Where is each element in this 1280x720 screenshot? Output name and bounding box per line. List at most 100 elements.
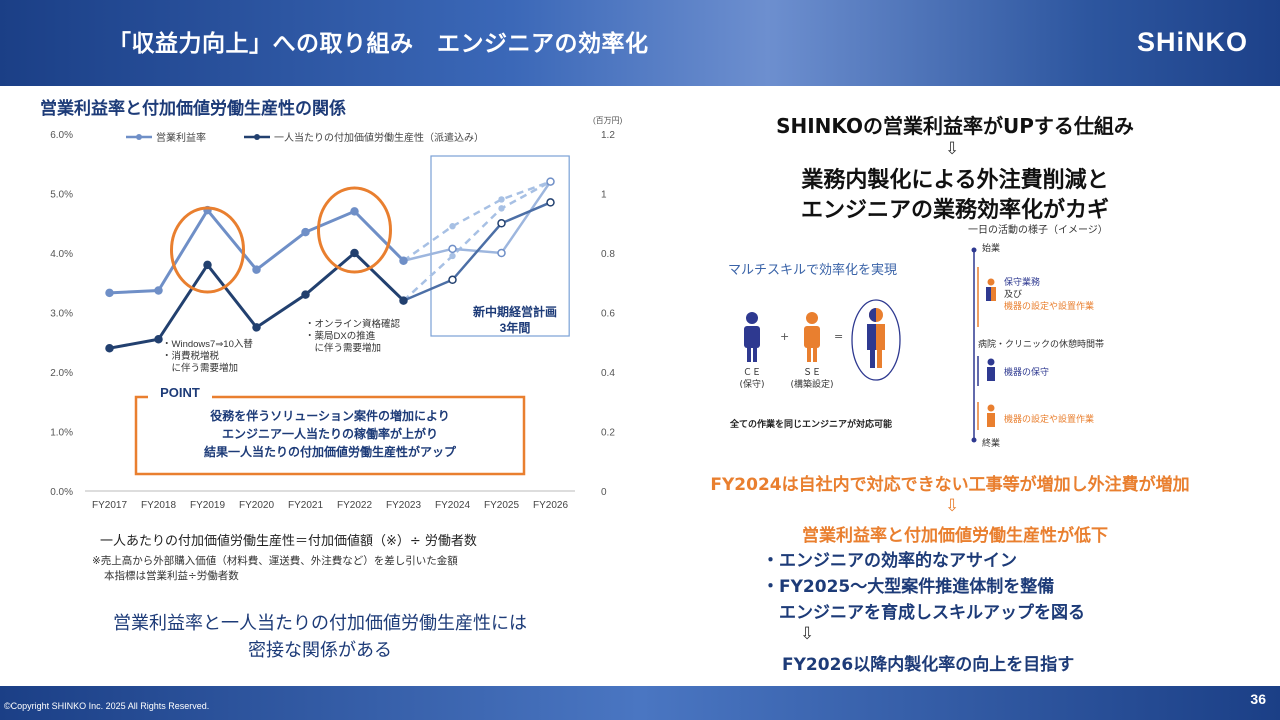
point-line: 結果一人当たりの付加価値労働生産性がアップ [204, 444, 457, 459]
maint-work-label: 保守業務 [1004, 276, 1040, 288]
series-point-2 [497, 219, 506, 228]
ce-person-icon [744, 312, 760, 362]
formula-note: 一人あたりの付加価値労働生産性＝付加価値額（※）÷ 労働者数 [100, 534, 477, 549]
y-right-tick-label: 0.8 [601, 249, 615, 260]
x-tick-label: FY2022 [337, 500, 372, 511]
series-point-2 [203, 260, 212, 270]
plan-box-rect [430, 155, 570, 337]
y-right-tick-label: 0.6 [601, 309, 615, 320]
legend-marker-2 [254, 134, 260, 140]
point-label: POINT [160, 385, 200, 400]
annotation-win7: に伴う需要増加 [162, 362, 238, 374]
chart-legend: 営業利益率 一人当たりの付加価値労働生産性（派遣込み） [126, 131, 484, 144]
y-left-tick-label: 4.0% [50, 249, 73, 260]
end-label: 終業 [982, 437, 1000, 448]
series-point-2 [154, 335, 163, 344]
mechanism-title: SHINKOの営業利益率がUPする仕組み [776, 114, 1134, 138]
point-line: 役務を伴うソリューション案件の増加により [210, 408, 450, 423]
company-logo: SHiNKO [1136, 27, 1248, 57]
summary-line-2: 密接な関係がある [248, 640, 392, 661]
page-title: 「収益力向上」への取り組み エンジニアの効率化 [108, 31, 649, 57]
and-label: 及び [1004, 289, 1022, 300]
line-chart: 0.0% 1.0% 2.0% 3.0% 4.0% 5.0% 6.0% 0 0.2 0.4 0.6 0.… [50, 116, 622, 511]
y-right-tick-label: 0.4 [601, 368, 615, 379]
y-right-tick-label: 1.2 [601, 130, 615, 141]
footnote-line-1: ※売上高から外部購入価値（材料費、運送費、外注費など）を差し引いた金額 [92, 555, 458, 567]
combined-person-icon [867, 308, 885, 368]
chart-heading: 営業利益率と付加価値労働生産性の関係 [40, 99, 346, 119]
x-tick-label: FY2017 [92, 500, 127, 511]
series-point-2 [350, 248, 359, 258]
legend-marker-1 [136, 134, 142, 140]
plan-branch-point [498, 196, 505, 203]
left-summary: 営業利益率と一人当たりの付加価値労働生産性には 密接な関係がある [60, 610, 580, 664]
equals-sign: = [834, 330, 843, 343]
chart-series [105, 177, 555, 353]
key-line-1: 業務内製化による外注費削減と [801, 168, 1109, 193]
summary-line-1: 営業利益率と一人当たりの付加価値労働生産性には [113, 613, 527, 634]
series-point-1 [350, 207, 359, 216]
multi-skill-label: マルチスキルで効率化を実現 [728, 262, 897, 278]
legend-label-1: 営業利益率 [156, 131, 206, 144]
se-label: ＳＥ [803, 368, 821, 378]
plus-sign: + [780, 330, 789, 343]
down-arrow-icon: ⇩ [945, 139, 960, 159]
x-tick-label: FY2025 [484, 500, 519, 511]
annotation-online: ・薬局DXの推進 [305, 330, 376, 342]
key-statement: 業務内製化による外注費削減と エンジニアの業務効率化がカギ [700, 166, 1210, 226]
setup-work-label: 機器の設定や設置作業 [1004, 300, 1094, 312]
start-label: 始業 [982, 242, 1000, 254]
down-arrow-icon: ⇩ [800, 624, 815, 644]
series-point-2 [105, 343, 114, 353]
plan-period-box [430, 155, 570, 337]
y-right-tick-label: 0.2 [601, 428, 615, 439]
legend-label-2: 一人当たりの付加価値労働生産性（派遣込み） [274, 131, 484, 144]
series-point-2 [448, 275, 457, 285]
key-line-2: エンジニアの業務効率化がカギ [800, 198, 1109, 223]
plan-branch-point [498, 205, 505, 212]
series-forecast-line-2 [403, 201, 551, 302]
y-right-tick-label: 0 [601, 487, 607, 498]
plan-label-1: 新中期経営計画 [473, 304, 557, 319]
series-line-1 [109, 207, 405, 295]
series-point-2 [252, 323, 261, 332]
se-small-icon [987, 404, 995, 427]
series-point-1 [154, 286, 163, 295]
se-sub-label: (構築設定) [790, 378, 833, 390]
x-tick-label: FY2026 [533, 500, 568, 511]
series-point-1 [497, 248, 506, 258]
x-tick-label: FY2023 [386, 500, 421, 511]
issue-statement: FY2024は自社内で対応できない工事等が増加し外注費が増加 [710, 475, 1190, 495]
y-right-tick-label: 1 [601, 190, 607, 201]
x-tick-label: FY2019 [190, 500, 225, 511]
x-tick-label: FY2021 [288, 500, 323, 511]
chart-annotations: ・Windows7⇒10入替・消費税増税 に伴う需要増加 ・オンライン資格確認・薬… [134, 186, 557, 476]
chart-axes: 0.0% 1.0% 2.0% 3.0% 4.0% 5.0% 6.0% 0 0.2 0.4 0.6 0.… [50, 116, 622, 511]
plan-branch-line-2 [402, 180, 552, 302]
x-tick-label: FY2024 [435, 500, 470, 511]
point-label-bg [148, 382, 212, 402]
y-left-tick-label: 0.0% [50, 487, 73, 498]
y-right-unit: (百万円) [593, 116, 623, 125]
plan-branch-point [449, 252, 456, 260]
combined-small-icon-1 [986, 278, 996, 301]
device-maint-label: 機器の保守 [1004, 366, 1049, 378]
series-point-2 [546, 198, 555, 207]
header-bar: 「収益力向上」への取り組み エンジニアの効率化 SHiNKO [0, 0, 1280, 86]
ce-label: ＣＥ [743, 368, 761, 378]
plan-branch-line-1 [402, 180, 551, 262]
page-number: 36 [1250, 691, 1266, 707]
annotation-win7: ・消費税増税 [162, 350, 220, 362]
series-point-1 [546, 177, 555, 186]
se-person-icon [804, 312, 820, 362]
plan-label-2: 3年間 [500, 320, 531, 335]
down-arrow-icon: ⇩ [945, 496, 960, 516]
copyright-text: ©Copyright SHINKO Inc. 2025 All Rights R… [4, 701, 210, 711]
bullet-skillup: エンジニアを育成しスキルアップを図る [762, 603, 1085, 623]
series-point-1 [252, 265, 261, 274]
annotation-win7: ・Windows7⇒10入替 [162, 338, 253, 350]
bullet-assign: ・エンジニアの効率的なアサイン [762, 551, 1017, 571]
goal-statement: FY2026以降内製化率の向上を目指す [782, 655, 1075, 675]
y-left-tick-label: 3.0% [50, 309, 73, 320]
y-left-tick-label: 6.0% [50, 130, 73, 141]
